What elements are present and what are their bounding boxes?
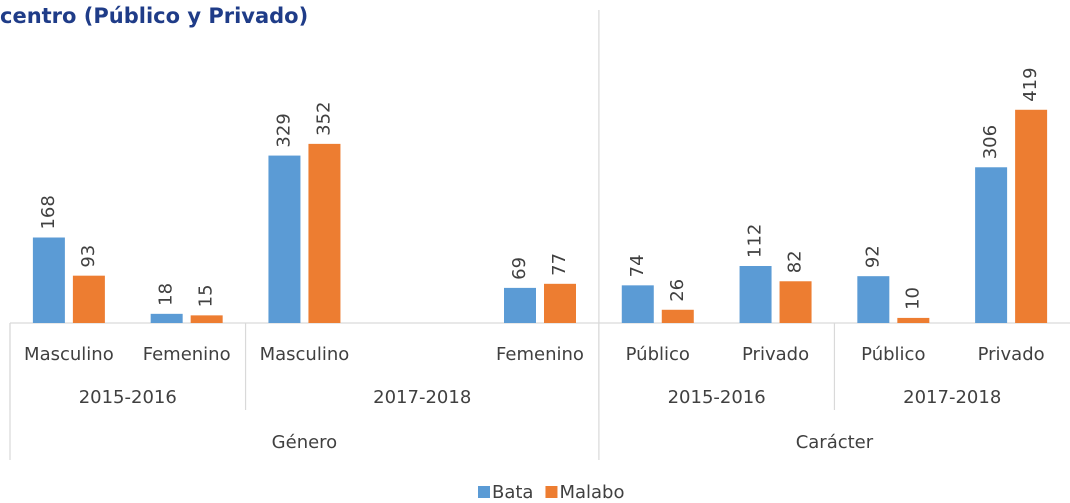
x-tick-label: Privado: [978, 344, 1045, 365]
legend-swatch: [478, 486, 490, 498]
data-label: 93: [78, 245, 99, 268]
bar: [32, 237, 65, 323]
data-label: 419: [1020, 67, 1041, 101]
group-label: 2017-2018: [903, 387, 1001, 408]
chart-title: centro (Público y Privado): [0, 4, 308, 28]
bar: [739, 266, 772, 323]
x-tick-label: Masculino: [260, 344, 350, 365]
bar: [150, 313, 183, 323]
bar: [621, 285, 654, 323]
x-tick-label: Femenino: [143, 344, 231, 365]
data-label: 92: [862, 245, 883, 268]
group-label: Género: [272, 432, 338, 453]
bar: [504, 287, 536, 323]
bar: [1015, 109, 1048, 323]
legend-label: Malabo: [559, 482, 624, 503]
data-label: 77: [549, 253, 570, 276]
data-label: 69: [509, 257, 530, 280]
bar: [190, 315, 223, 323]
legend-swatch: [545, 486, 558, 498]
group-label: 2015-2016: [668, 387, 766, 408]
data-label: 74: [627, 254, 648, 277]
data-label: 10: [902, 287, 923, 310]
bar: [661, 309, 694, 323]
data-label: 82: [785, 250, 806, 273]
data-label: 168: [38, 195, 59, 229]
bar: [857, 276, 890, 323]
data-label: 329: [273, 113, 294, 147]
group-label: Carácter: [796, 432, 874, 453]
x-tick-label: Público: [861, 344, 925, 365]
data-label: 26: [667, 279, 688, 302]
legend-label: Bata: [492, 482, 533, 503]
bar: [779, 281, 812, 323]
x-tick-label: Femenino: [496, 344, 584, 365]
group-label: 2017-2018: [373, 387, 471, 408]
bar: [975, 167, 1008, 323]
data-label: 112: [745, 224, 766, 258]
bar: [268, 155, 301, 323]
bar: [544, 283, 576, 323]
data-label: 352: [313, 102, 334, 136]
bar: [897, 317, 930, 323]
data-label: 15: [196, 284, 217, 307]
x-tick-label: Privado: [742, 344, 809, 365]
group-label: 2015-2016: [79, 387, 177, 408]
bar: [72, 275, 105, 323]
x-tick-label: Público: [626, 344, 690, 365]
bar: [308, 143, 341, 323]
data-label: 306: [980, 125, 1001, 159]
x-tick-label: Masculino: [24, 344, 114, 365]
data-label: 18: [156, 283, 177, 306]
